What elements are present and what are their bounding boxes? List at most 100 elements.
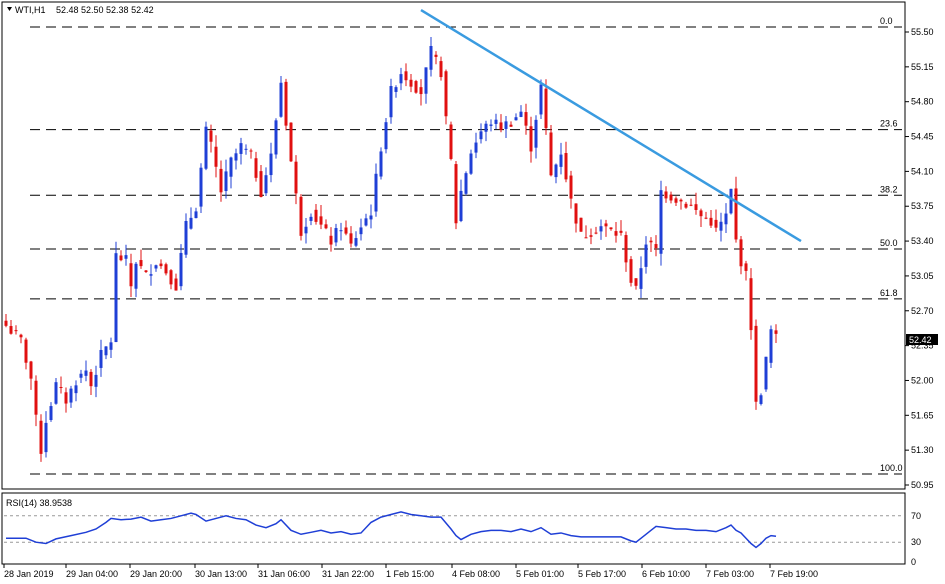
candle (624, 231, 628, 272)
candle (569, 170, 573, 209)
candle (304, 218, 308, 244)
candle (694, 192, 698, 215)
candle (749, 268, 753, 340)
candle (539, 79, 543, 120)
candle (759, 393, 763, 406)
candle (479, 123, 483, 144)
collapse-triangle-icon (7, 7, 12, 11)
candle (244, 144, 248, 155)
price-tick-label: 54.45 (911, 132, 934, 142)
candle (339, 222, 343, 241)
fib-label-0: 0.0 (880, 16, 893, 26)
candle (334, 223, 338, 247)
candle (189, 207, 193, 230)
time-tick-label: 1 Feb 15:00 (386, 569, 434, 579)
header-symbol: WTI,H1 (15, 5, 46, 15)
rsi-tick-label: 0 (911, 557, 916, 567)
price-tick-label: 52.35 (911, 341, 934, 351)
candle (639, 256, 643, 298)
candle (199, 163, 203, 214)
rsi-pane: 70 30 0 (4, 511, 921, 567)
candle (119, 250, 123, 262)
candle (709, 210, 713, 228)
candle (309, 213, 313, 226)
candle (504, 115, 508, 138)
candle (424, 67, 428, 104)
candle (404, 63, 408, 87)
candle (214, 135, 218, 178)
candle (574, 203, 578, 233)
candle (234, 148, 238, 170)
candle (729, 188, 733, 215)
candle (619, 220, 623, 236)
candle (39, 414, 43, 462)
candle (654, 235, 658, 257)
candle (684, 201, 688, 209)
candle (114, 241, 118, 343)
candle (219, 160, 223, 202)
price-tick-label: 52.00 (911, 375, 934, 385)
candle (409, 73, 413, 93)
candle (364, 213, 368, 227)
candle (774, 324, 778, 343)
candle (179, 244, 183, 291)
candle (194, 207, 198, 219)
candle (89, 369, 93, 396)
candle (534, 115, 538, 159)
fib-label-1: 23.6 (880, 119, 898, 129)
candle (144, 269, 148, 273)
candle (284, 78, 288, 131)
time-tick-label: 28 Jan 2019 (4, 569, 54, 579)
time-tick-label: 5 Feb 01:00 (516, 569, 564, 579)
candle (254, 151, 258, 182)
candle (584, 225, 588, 239)
candle (224, 159, 228, 199)
candle (369, 204, 373, 229)
candle (259, 164, 263, 198)
candle (559, 142, 563, 175)
candle (734, 176, 738, 243)
rsi-tick-label: 30 (911, 537, 921, 547)
fib-label-2: 38.2 (880, 184, 898, 194)
fib-label-3: 50.0 (880, 238, 898, 248)
candle (489, 119, 493, 132)
candle (609, 227, 613, 231)
candle (329, 227, 333, 252)
candle (394, 85, 398, 98)
candle (344, 220, 348, 236)
candle (519, 105, 523, 118)
header: WTI,H1 52.48 52.50 52.38 52.42 (7, 5, 154, 15)
candle (129, 253, 133, 297)
candle (264, 167, 268, 196)
time-tick-label: 4 Feb 08:00 (452, 569, 500, 579)
candle (399, 67, 403, 91)
candle (614, 222, 618, 243)
candle (594, 226, 598, 235)
candle (209, 124, 213, 153)
candle (674, 196, 678, 207)
candle (634, 278, 638, 290)
price-tick-label: 54.80 (911, 97, 934, 107)
price-tick-label: 53.40 (911, 236, 934, 246)
price-tick-label: 55.15 (911, 62, 934, 72)
candle (44, 411, 48, 458)
candle (494, 113, 498, 129)
candle (104, 346, 108, 360)
price-tick-label: 51.30 (911, 445, 934, 455)
candle (29, 360, 33, 390)
candle (524, 103, 528, 135)
candle (4, 314, 8, 328)
price-tick-label: 53.05 (911, 271, 934, 281)
candle (239, 137, 243, 165)
candle (274, 118, 278, 159)
candle (9, 319, 13, 335)
price-tick-label: 55.50 (911, 27, 934, 37)
candle (464, 171, 468, 196)
candle (439, 56, 443, 81)
candle (419, 79, 423, 106)
candle (484, 120, 488, 142)
price-tick-label: 50.95 (911, 480, 934, 490)
candle (384, 117, 388, 154)
price-tick-label: 51.65 (911, 410, 934, 420)
